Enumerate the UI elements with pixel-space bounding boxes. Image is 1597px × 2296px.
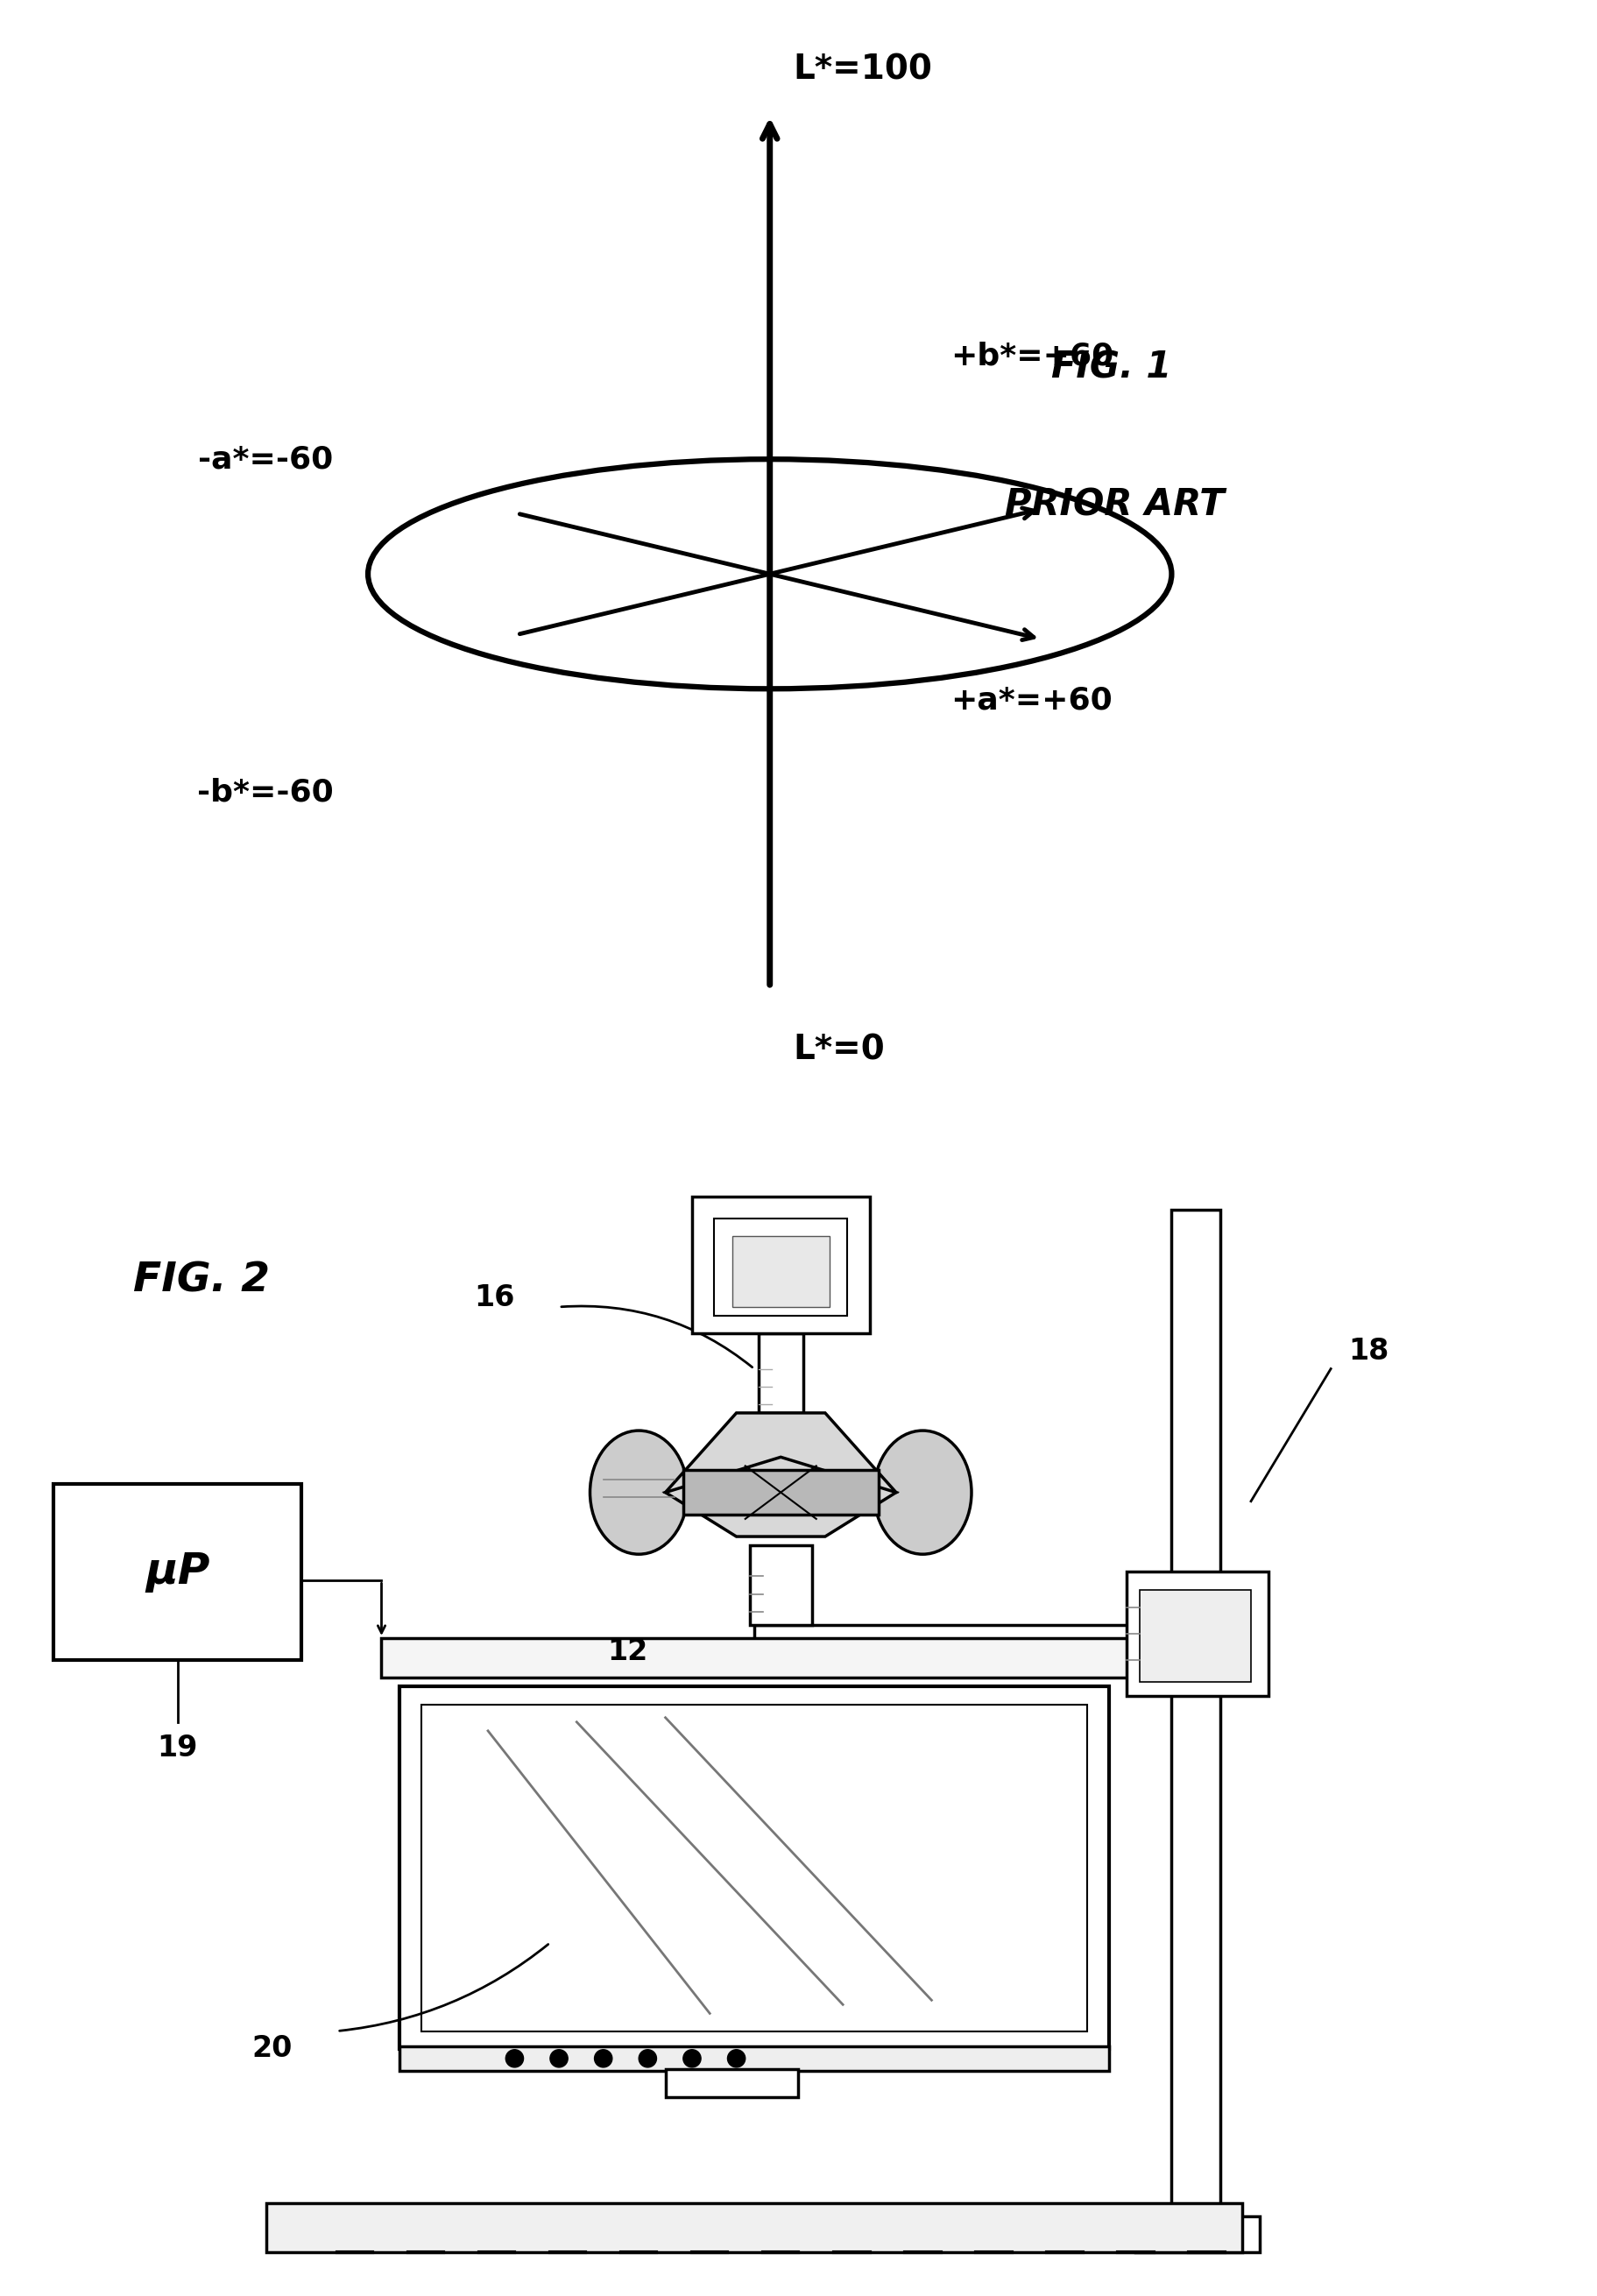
Bar [1127, 1573, 1268, 1694]
Bar [1135, 2216, 1260, 2252]
Circle shape [639, 2050, 656, 2066]
Bar [731, 1235, 829, 1306]
Text: FIG. 2: FIG. 2 [133, 1261, 270, 1300]
Ellipse shape [589, 1430, 688, 1554]
Circle shape [684, 2050, 701, 2066]
Text: 16: 16 [474, 1283, 514, 1313]
Circle shape [728, 2050, 746, 2066]
Bar [53, 1483, 302, 1660]
Bar [399, 2046, 1108, 2071]
Bar [422, 1704, 1088, 2032]
Polygon shape [666, 1412, 896, 1527]
Text: FIG. 1: FIG. 1 [1051, 349, 1172, 386]
Ellipse shape [874, 1430, 971, 1554]
Bar [1171, 1210, 1220, 2225]
Text: 19: 19 [157, 1733, 198, 1763]
Bar [267, 2204, 1242, 2252]
Text: L*=100: L*=100 [792, 53, 933, 85]
Circle shape [549, 2050, 569, 2066]
Polygon shape [666, 1458, 896, 1536]
Circle shape [594, 2050, 612, 2066]
Bar [714, 1219, 848, 1316]
Bar [382, 1637, 1198, 1678]
Bar [759, 1334, 803, 1412]
Bar [399, 1688, 1108, 2048]
Text: 12: 12 [607, 1637, 648, 1667]
Text: -b*=-60: -b*=-60 [196, 778, 334, 806]
Bar [692, 1196, 869, 1334]
Bar [666, 2069, 798, 2096]
Text: 18: 18 [1348, 1336, 1389, 1366]
Bar [754, 1626, 1171, 1665]
Bar [749, 1545, 811, 1626]
Text: μP: μP [145, 1550, 209, 1593]
Bar [684, 1469, 878, 1515]
Circle shape [506, 2050, 524, 2066]
Text: -a*=-60: -a*=-60 [198, 445, 334, 473]
Text: +a*=+60: +a*=+60 [950, 687, 1113, 714]
Text: L*=0: L*=0 [792, 1033, 885, 1065]
Text: +b*=+60: +b*=+60 [950, 342, 1113, 370]
Text: 20: 20 [252, 2034, 292, 2064]
Text: PRIOR ART: PRIOR ART [1005, 487, 1225, 523]
Bar [1140, 1589, 1250, 1683]
